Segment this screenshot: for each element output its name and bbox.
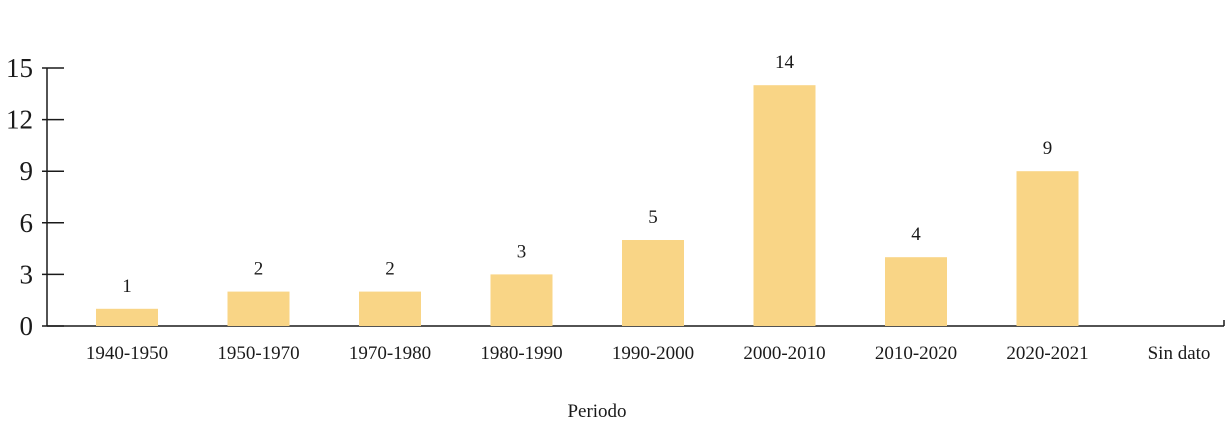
bar [490, 274, 553, 326]
y-tick-label: 6 [20, 208, 34, 238]
data-label: 9 [1043, 138, 1053, 159]
x-tick-label: 2000-2010 [743, 343, 825, 364]
data-label: 4 [911, 224, 921, 245]
x-tick-label: 1950-1970 [217, 343, 299, 364]
y-axis: 0 3 6 9 12 15 [6, 53, 64, 341]
data-label: 2 [254, 259, 264, 280]
x-axis: 1940-1950 1950-1970 1970-1980 1980-1990 1990… [47, 320, 1225, 364]
data-label: 5 [648, 207, 658, 228]
x-tick-label: Sin dato [1148, 343, 1211, 364]
y-tick-label: 9 [20, 156, 34, 186]
x-tick-label: 2020-2021 [1006, 343, 1088, 364]
bar [227, 291, 290, 326]
data-label: 14 [775, 52, 795, 73]
x-tick-label: 1940-1950 [86, 343, 168, 364]
y-tick-label: 12 [6, 105, 33, 135]
data-label: 2 [385, 259, 395, 280]
data-label: 3 [517, 241, 527, 262]
bar [622, 240, 684, 326]
x-axis-title: Periodo [567, 401, 626, 422]
x-tick-label: 2010-2020 [875, 343, 957, 364]
bar [753, 85, 816, 326]
bar [1016, 171, 1079, 326]
x-tick-label: 1990-2000 [612, 343, 694, 364]
bar [885, 257, 947, 326]
x-tick-label: 1970-1980 [349, 343, 431, 364]
x-tick-label: 1980-1990 [480, 343, 562, 364]
y-tick-label: 3 [20, 259, 34, 289]
bars [96, 85, 1079, 326]
y-tick-label: 15 [6, 53, 33, 83]
bar [96, 308, 158, 326]
data-labels: 1 2 2 3 5 14 4 9 [122, 52, 1052, 297]
bar [359, 291, 421, 326]
data-label: 1 [122, 276, 132, 297]
y-tick-label: 0 [20, 311, 34, 341]
